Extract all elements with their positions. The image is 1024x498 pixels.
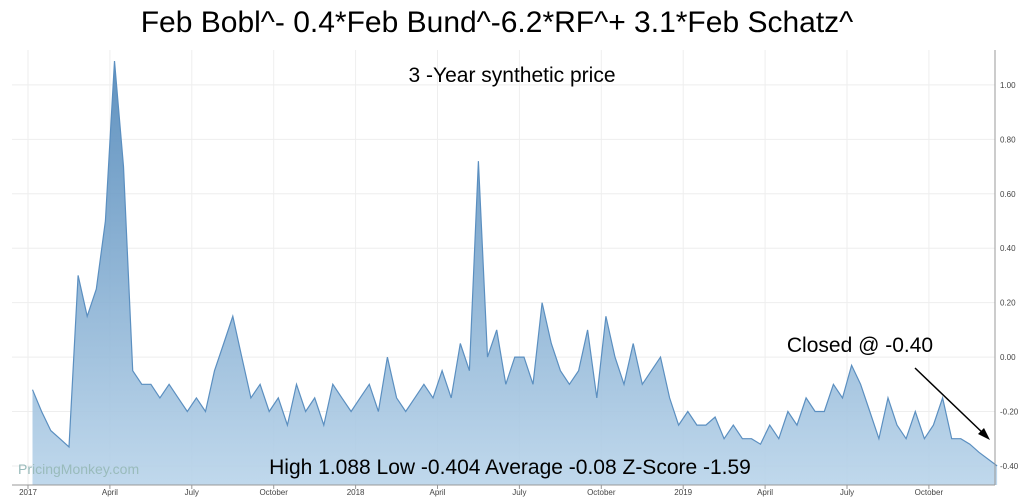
chart-subtitle: 3 -Year synthetic price [409, 64, 616, 87]
x-tick-label: July [512, 488, 526, 497]
watermark: PricingMonkey.com [18, 461, 139, 477]
y-tick-label: -0.20 [1000, 408, 1019, 417]
line [31, 60, 998, 467]
y-tick-label: 1.00 [1000, 81, 1016, 90]
area [32, 61, 998, 485]
annotation: Closed @ -0.40 [787, 334, 933, 357]
y-tick-label: 0.80 [1000, 135, 1016, 144]
x-tick-label: 2018 [347, 488, 365, 497]
y-tick-label: 0.00 [1000, 353, 1016, 362]
y-tick-label: 0.40 [1000, 244, 1016, 253]
x-tick-label: 2017 [19, 488, 37, 497]
x-tick-label: October [259, 488, 288, 497]
x-tick-label: April [102, 488, 118, 497]
x-tick-label: July [840, 488, 854, 497]
chart-title: Feb Bobl^- 0.4*Feb Bund^-6.2*RF^+ 3.1*Fe… [141, 6, 854, 39]
annotation: High 1.088 Low -0.404 Average -0.08 Z-Sc… [269, 456, 751, 479]
x-tick-label: July [185, 488, 199, 497]
arrow-head [978, 428, 990, 440]
arrow [914, 367, 987, 437]
x-tick-label: April [757, 488, 773, 497]
x-tick-label: October [587, 488, 616, 497]
x-tick-label: April [429, 488, 445, 497]
y-tick-label: 0.60 [1000, 190, 1016, 199]
y-tick-label: -0.40 [1000, 462, 1019, 471]
x-tick-label: 2019 [674, 488, 692, 497]
y-tick-label: 0.20 [1000, 299, 1016, 308]
x-tick-label: October [915, 488, 944, 497]
